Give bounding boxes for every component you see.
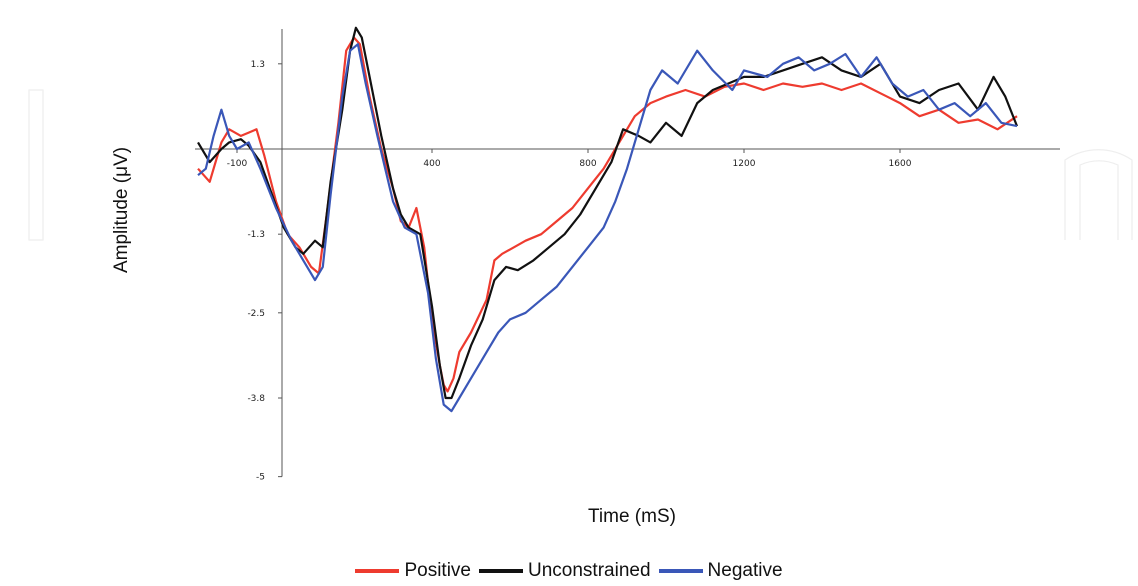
legend-item-positive: Positive [355, 560, 471, 582]
x-tick-label: 800 [579, 159, 596, 169]
x-tick-label: -100 [227, 159, 248, 169]
watermark-logo [28, 89, 1133, 241]
legend-swatch [355, 569, 400, 573]
legend: Positive Unconstrained Negative [0, 556, 1138, 586]
y-tick-label: -5 [256, 473, 265, 483]
legend-item-negative: Negative [658, 560, 783, 582]
axes-group [195, 29, 1060, 477]
legend-item-unconstrained: Unconstrained [479, 560, 651, 582]
x-axis-label: Time (mS) [588, 506, 676, 527]
series-line-negative [197, 43, 1018, 413]
erp-line-chart: 1.3 -1.3 -2.5 -3.8 -5 -100 400 800 1200 1600 Ampl… [28, 26, 1133, 527]
series-lines-group [197, 26, 1019, 413]
legend-label: Negative [707, 560, 783, 581]
y-tick-label: 1.3 [251, 60, 265, 70]
legend-label: Unconstrained [528, 560, 651, 581]
y-tick-label: -2.5 [247, 309, 265, 319]
series-line-unconstrained [197, 26, 1019, 400]
y-tick-label: -1.3 [247, 230, 265, 240]
x-tick-label: 1600 [889, 159, 912, 169]
ticks-group: 1.3 -1.3 -2.5 -3.8 -5 -100 400 800 1200 1600 [227, 60, 912, 483]
legend-label: Positive [404, 560, 471, 581]
y-axis-label: Amplitude (μV) [111, 147, 132, 273]
y-tick-label: -3.8 [247, 394, 265, 404]
legend-swatch [479, 569, 523, 573]
series-line-positive [197, 36, 1018, 393]
x-tick-label: 400 [423, 159, 440, 169]
legend-swatch [658, 569, 703, 573]
x-tick-label: 1200 [733, 159, 756, 169]
